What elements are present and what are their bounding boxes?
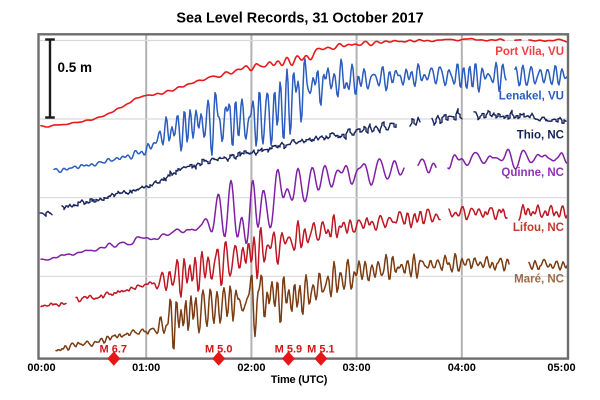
svg-text:Sea Level Records, 31 October: Sea Level Records, 31 October 2017 bbox=[176, 11, 423, 27]
svg-text:Thio, NC: Thio, NC bbox=[517, 130, 564, 142]
svg-text:Port Vila, VU: Port Vila, VU bbox=[495, 46, 564, 58]
svg-text:Quinne, NC: Quinne, NC bbox=[501, 167, 564, 179]
svg-text:M 5.1: M 5.1 bbox=[307, 343, 335, 355]
svg-text:0.5 m: 0.5 m bbox=[58, 60, 93, 75]
svg-text:03:00: 03:00 bbox=[343, 362, 371, 374]
svg-text:05:00: 05:00 bbox=[547, 362, 575, 374]
svg-text:02:00: 02:00 bbox=[237, 362, 265, 374]
svg-text:Lifou, NC: Lifou, NC bbox=[513, 222, 564, 234]
svg-text:Time (UTC): Time (UTC) bbox=[271, 374, 328, 386]
svg-text:Lenakel, VU: Lenakel, VU bbox=[499, 91, 564, 103]
svg-text:M 5.9: M 5.9 bbox=[275, 343, 303, 355]
svg-text:00:00: 00:00 bbox=[27, 362, 55, 374]
svg-text:04:00: 04:00 bbox=[448, 362, 476, 374]
svg-text:Maré, NC: Maré, NC bbox=[514, 274, 564, 286]
svg-text:M 5.0: M 5.0 bbox=[205, 343, 233, 355]
svg-text:M 6.7: M 6.7 bbox=[100, 343, 128, 355]
svg-text:01:00: 01:00 bbox=[132, 362, 160, 374]
